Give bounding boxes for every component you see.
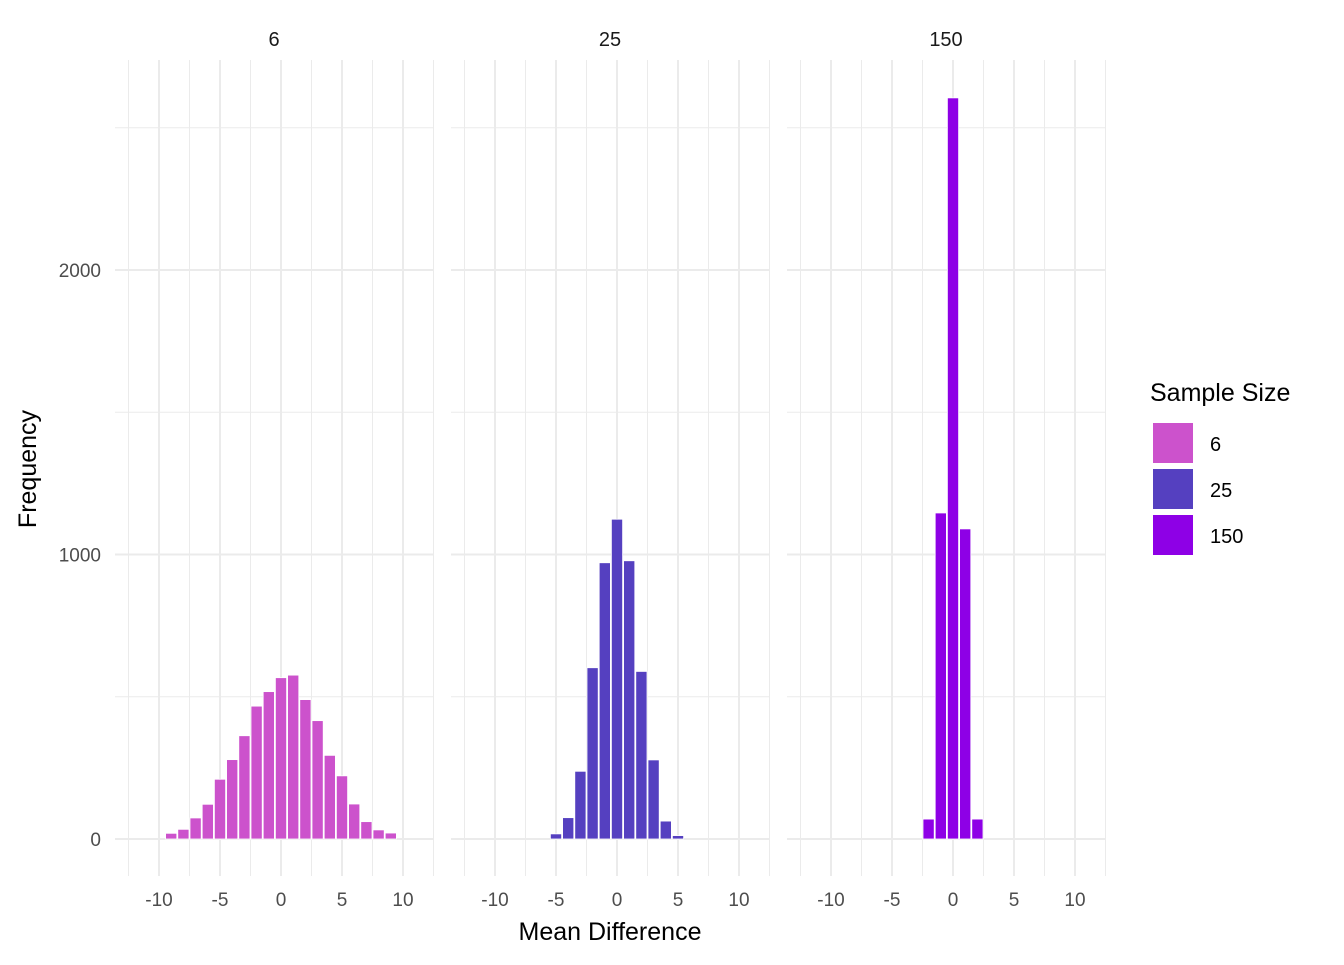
- panel-strip-label: 25: [599, 29, 621, 51]
- x-tick-label: 0: [276, 890, 287, 911]
- bar: [586, 667, 599, 840]
- bar: [335, 775, 348, 840]
- bar: [635, 671, 648, 840]
- y-axis-title: Frequency: [14, 409, 42, 528]
- bar: [562, 817, 575, 840]
- x-tick-label: -10: [145, 890, 172, 911]
- bar: [959, 528, 972, 840]
- y-tick-label: 1000: [59, 546, 101, 567]
- legend-label: 150: [1210, 526, 1243, 548]
- panel-strip-label: 150: [929, 29, 962, 51]
- bar: [947, 97, 960, 840]
- bar: [226, 759, 239, 840]
- bar: [611, 518, 624, 840]
- bar: [598, 562, 611, 840]
- x-tick-label: 5: [337, 890, 348, 911]
- bar: [165, 832, 178, 840]
- bar: [201, 803, 214, 840]
- bar: [287, 674, 300, 840]
- bar: [550, 833, 563, 840]
- x-tick-label: 10: [728, 890, 749, 911]
- bar: [384, 832, 397, 840]
- bar: [262, 691, 275, 840]
- bar: [360, 821, 373, 840]
- panel-strip-label: 6: [268, 29, 279, 51]
- y-tick-label: 0: [90, 830, 101, 851]
- bar: [274, 677, 287, 840]
- legend-label: 25: [1210, 480, 1232, 502]
- x-tick-label: 5: [1009, 890, 1020, 911]
- bar: [189, 817, 202, 840]
- bar: [574, 770, 587, 840]
- x-axis-title: Mean Difference: [519, 918, 702, 946]
- x-tick-label: 10: [1064, 890, 1085, 911]
- legend-label: 6: [1210, 434, 1221, 456]
- bar: [922, 818, 935, 840]
- bar: [177, 828, 190, 840]
- bar: [623, 560, 636, 840]
- bar: [323, 754, 336, 840]
- x-tick-label: 0: [948, 890, 959, 911]
- bar: [311, 720, 324, 840]
- x-tick-label: 10: [392, 890, 413, 911]
- x-tick-label: -5: [212, 890, 229, 911]
- bar: [213, 778, 226, 840]
- x-tick-label: -10: [817, 890, 844, 911]
- legend-swatch: [1153, 515, 1193, 555]
- bar: [238, 735, 251, 840]
- legend-title: Sample Size: [1150, 379, 1290, 407]
- x-tick-label: -5: [548, 890, 565, 911]
- bar: [647, 759, 660, 840]
- x-tick-label: -5: [884, 890, 901, 911]
- y-tick-label: 2000: [59, 261, 101, 282]
- bar: [672, 835, 685, 840]
- legend-swatch: [1153, 423, 1193, 463]
- bar: [934, 512, 947, 840]
- x-tick-label: 0: [612, 890, 623, 911]
- x-tick-label: 5: [673, 890, 684, 911]
- bar: [348, 803, 361, 840]
- bar: [299, 699, 312, 840]
- legend-swatch: [1153, 469, 1193, 509]
- bar: [372, 829, 385, 840]
- bar: [659, 820, 672, 840]
- x-tick-label: -10: [481, 890, 508, 911]
- bar: [250, 705, 263, 840]
- bar: [971, 818, 984, 840]
